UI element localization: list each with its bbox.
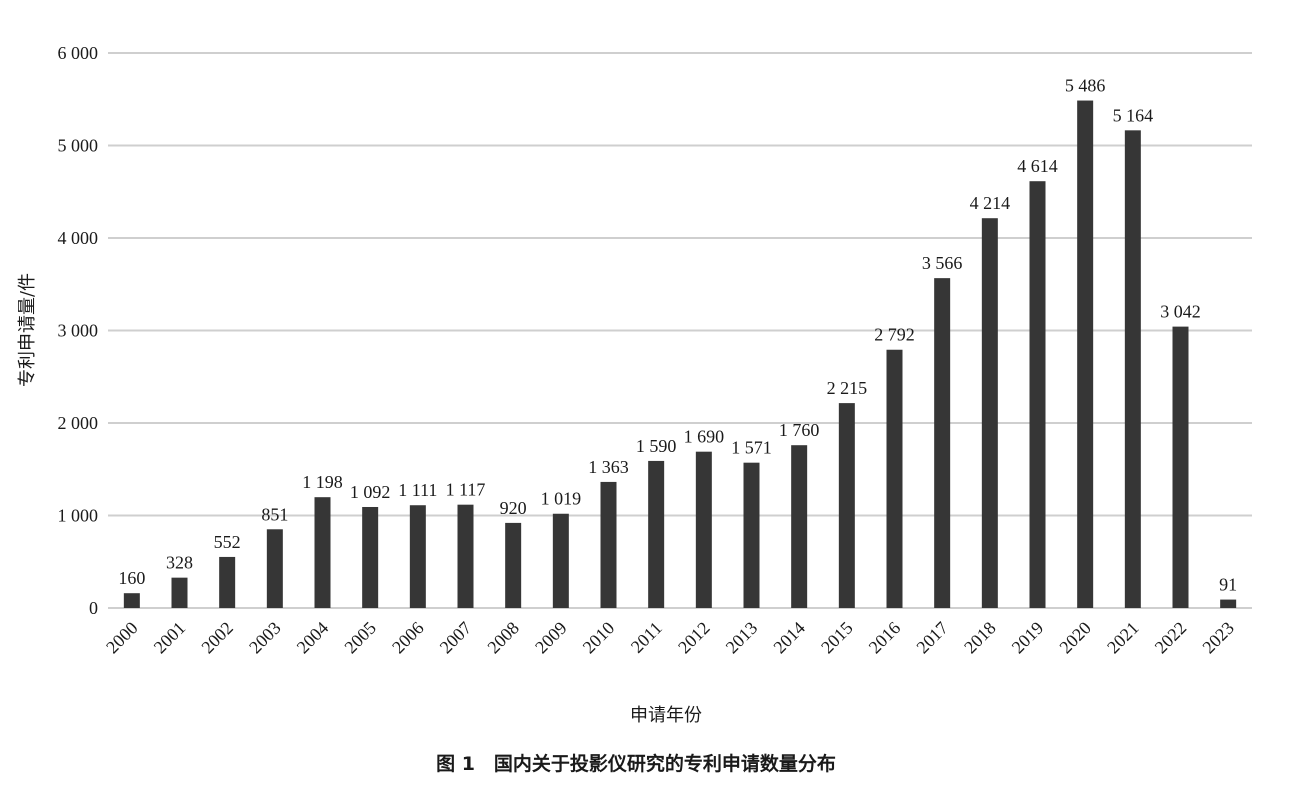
bar-value-label: 4 614 bbox=[1017, 156, 1058, 176]
x-tick-label: 2011 bbox=[627, 618, 666, 657]
bar-value-label: 552 bbox=[214, 532, 241, 552]
x-tick-label: 2015 bbox=[817, 618, 857, 658]
bar bbox=[266, 529, 283, 608]
bar bbox=[362, 506, 379, 608]
x-tick-label: 2007 bbox=[436, 618, 476, 658]
y-tick-label: 1 000 bbox=[58, 506, 99, 526]
x-tick-label: 2010 bbox=[579, 618, 619, 658]
bar-value-label: 1 590 bbox=[636, 436, 677, 456]
y-tick-label: 3 000 bbox=[58, 321, 99, 341]
x-tick-label: 2014 bbox=[769, 618, 809, 658]
x-tick-label: 2012 bbox=[674, 618, 714, 658]
x-tick-label: 2001 bbox=[150, 618, 190, 658]
figure-caption: 图 1 国内关于投影仪研究的专利申请数量分布 bbox=[436, 752, 836, 775]
x-tick-label: 2002 bbox=[197, 618, 237, 658]
x-tick-label: 2000 bbox=[102, 618, 142, 658]
bar-value-label: 160 bbox=[118, 568, 145, 588]
bar-value-label: 5 486 bbox=[1065, 76, 1106, 96]
bar bbox=[981, 218, 998, 608]
bar bbox=[123, 593, 140, 608]
x-tick-label: 2022 bbox=[1151, 618, 1191, 658]
bar-value-label: 1 117 bbox=[446, 480, 486, 500]
bar bbox=[171, 577, 188, 608]
bar-value-label: 3 566 bbox=[922, 253, 963, 273]
bar-value-label: 328 bbox=[166, 553, 193, 573]
bar bbox=[505, 522, 522, 608]
y-gridlines bbox=[108, 52, 1252, 609]
bar bbox=[1124, 130, 1141, 608]
bar-value-label: 2 215 bbox=[827, 378, 868, 398]
bar-value-label: 1 571 bbox=[731, 438, 772, 458]
bar-value-labels: 160 328 552 851 1 198 1 092 1 111 1 117 920 1 019… bbox=[118, 76, 1237, 595]
x-tick-label: 2009 bbox=[531, 618, 571, 658]
bar bbox=[743, 462, 760, 608]
x-axis-title: 申请年份 bbox=[630, 705, 702, 726]
y-tick-label: 2 000 bbox=[58, 413, 99, 433]
x-tick-label: 2019 bbox=[1008, 618, 1048, 658]
bar bbox=[409, 505, 426, 608]
bar-value-label: 1 111 bbox=[398, 480, 437, 500]
bar-value-label: 1 690 bbox=[684, 427, 725, 447]
bar-value-label: 920 bbox=[500, 498, 527, 518]
y-tick-label: 4 000 bbox=[58, 228, 99, 248]
y-axis-title: 专利申请量/件 bbox=[17, 273, 38, 387]
bar-value-label: 91 bbox=[1219, 575, 1237, 595]
y-tick-label: 5 000 bbox=[58, 136, 99, 156]
x-tick-label: 2023 bbox=[1198, 618, 1238, 658]
bar bbox=[886, 349, 903, 608]
bar bbox=[648, 460, 665, 608]
x-tick-labels: 2000 2001 2002 2003 2004 2005 2006 2007 2008 2009… bbox=[102, 618, 1238, 658]
x-tick-label: 2006 bbox=[388, 618, 428, 658]
bar bbox=[219, 556, 236, 608]
x-tick-label: 2008 bbox=[483, 618, 523, 658]
x-tick-label: 2003 bbox=[245, 618, 285, 658]
bar-value-label: 3 042 bbox=[1160, 302, 1201, 322]
y-tick-labels: 0 1 000 2 000 3 000 4 000 5 000 6 000 bbox=[58, 43, 99, 618]
bar-value-label: 851 bbox=[261, 504, 288, 524]
x-tick-label: 2013 bbox=[722, 618, 762, 658]
y-tick-label: 6 000 bbox=[58, 43, 99, 63]
x-tick-label: 2018 bbox=[960, 618, 1000, 658]
bar bbox=[1220, 599, 1237, 608]
x-tick-label: 2021 bbox=[1103, 618, 1143, 658]
bar bbox=[1172, 326, 1189, 608]
bar bbox=[1077, 100, 1094, 609]
bar-value-label: 1 198 bbox=[302, 472, 343, 492]
x-tick-label: 2005 bbox=[340, 618, 380, 658]
bar-value-label: 1 363 bbox=[588, 457, 629, 477]
y-tick-label: 0 bbox=[89, 598, 98, 618]
bar-value-label: 4 214 bbox=[970, 193, 1011, 213]
bars bbox=[123, 100, 1237, 609]
bar bbox=[457, 504, 474, 608]
bar bbox=[695, 451, 712, 608]
bar bbox=[552, 513, 569, 608]
bar bbox=[838, 403, 855, 608]
bar bbox=[934, 278, 951, 608]
bar-value-label: 2 792 bbox=[874, 325, 915, 345]
x-tick-label: 2004 bbox=[293, 618, 333, 658]
bar-value-label: 1 092 bbox=[350, 482, 391, 502]
x-tick-label: 2017 bbox=[912, 618, 952, 658]
bar-value-label: 5 164 bbox=[1113, 105, 1154, 125]
bar bbox=[1029, 181, 1046, 608]
x-tick-label: 2016 bbox=[865, 618, 905, 658]
bar-value-label: 1 760 bbox=[779, 420, 820, 440]
bar bbox=[791, 445, 808, 608]
x-tick-label: 2020 bbox=[1055, 618, 1095, 658]
bar bbox=[314, 497, 331, 608]
bar-value-label: 1 019 bbox=[541, 489, 582, 509]
bar bbox=[600, 481, 617, 608]
